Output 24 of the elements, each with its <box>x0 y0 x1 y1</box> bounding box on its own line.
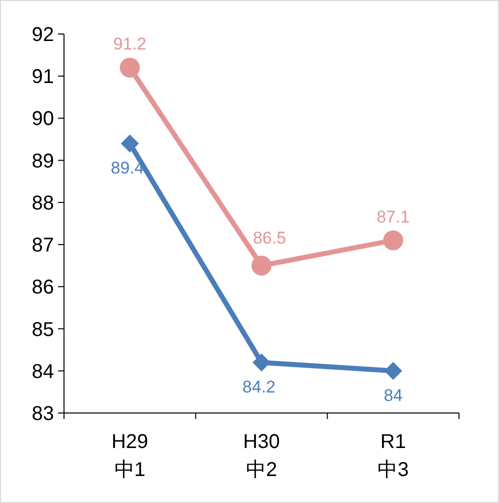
x-tick-label: R1 中3 <box>378 431 409 481</box>
point <box>384 362 402 380</box>
y-tick-label: 88 <box>32 192 54 214</box>
point <box>120 134 139 152</box>
data-label: 86.5 <box>252 228 286 248</box>
data-label: 91.2 <box>113 34 146 54</box>
y-tick-label: 85 <box>32 318 54 341</box>
data-label: 84 <box>384 386 403 405</box>
point <box>120 58 140 78</box>
y-tick-label: 91 <box>32 66 54 88</box>
point <box>383 230 404 250</box>
y-tick-label: 83 <box>32 403 54 425</box>
y-tick-label: 87 <box>32 234 54 257</box>
data-label: 87.1 <box>376 207 410 226</box>
point <box>252 353 270 372</box>
y-tick-label: 90 <box>32 108 54 130</box>
x-tick-label: H30 中2 <box>243 431 280 481</box>
data-label: 84.2 <box>242 377 276 396</box>
y-tick-label: 92 <box>32 24 54 46</box>
x-tick-label: H29 中1 <box>111 431 148 481</box>
y-tick-label: 86 <box>32 276 54 299</box>
point <box>252 256 272 276</box>
y-tick-label: 89 <box>32 150 54 172</box>
y-tick-label: 84 <box>32 360 54 383</box>
